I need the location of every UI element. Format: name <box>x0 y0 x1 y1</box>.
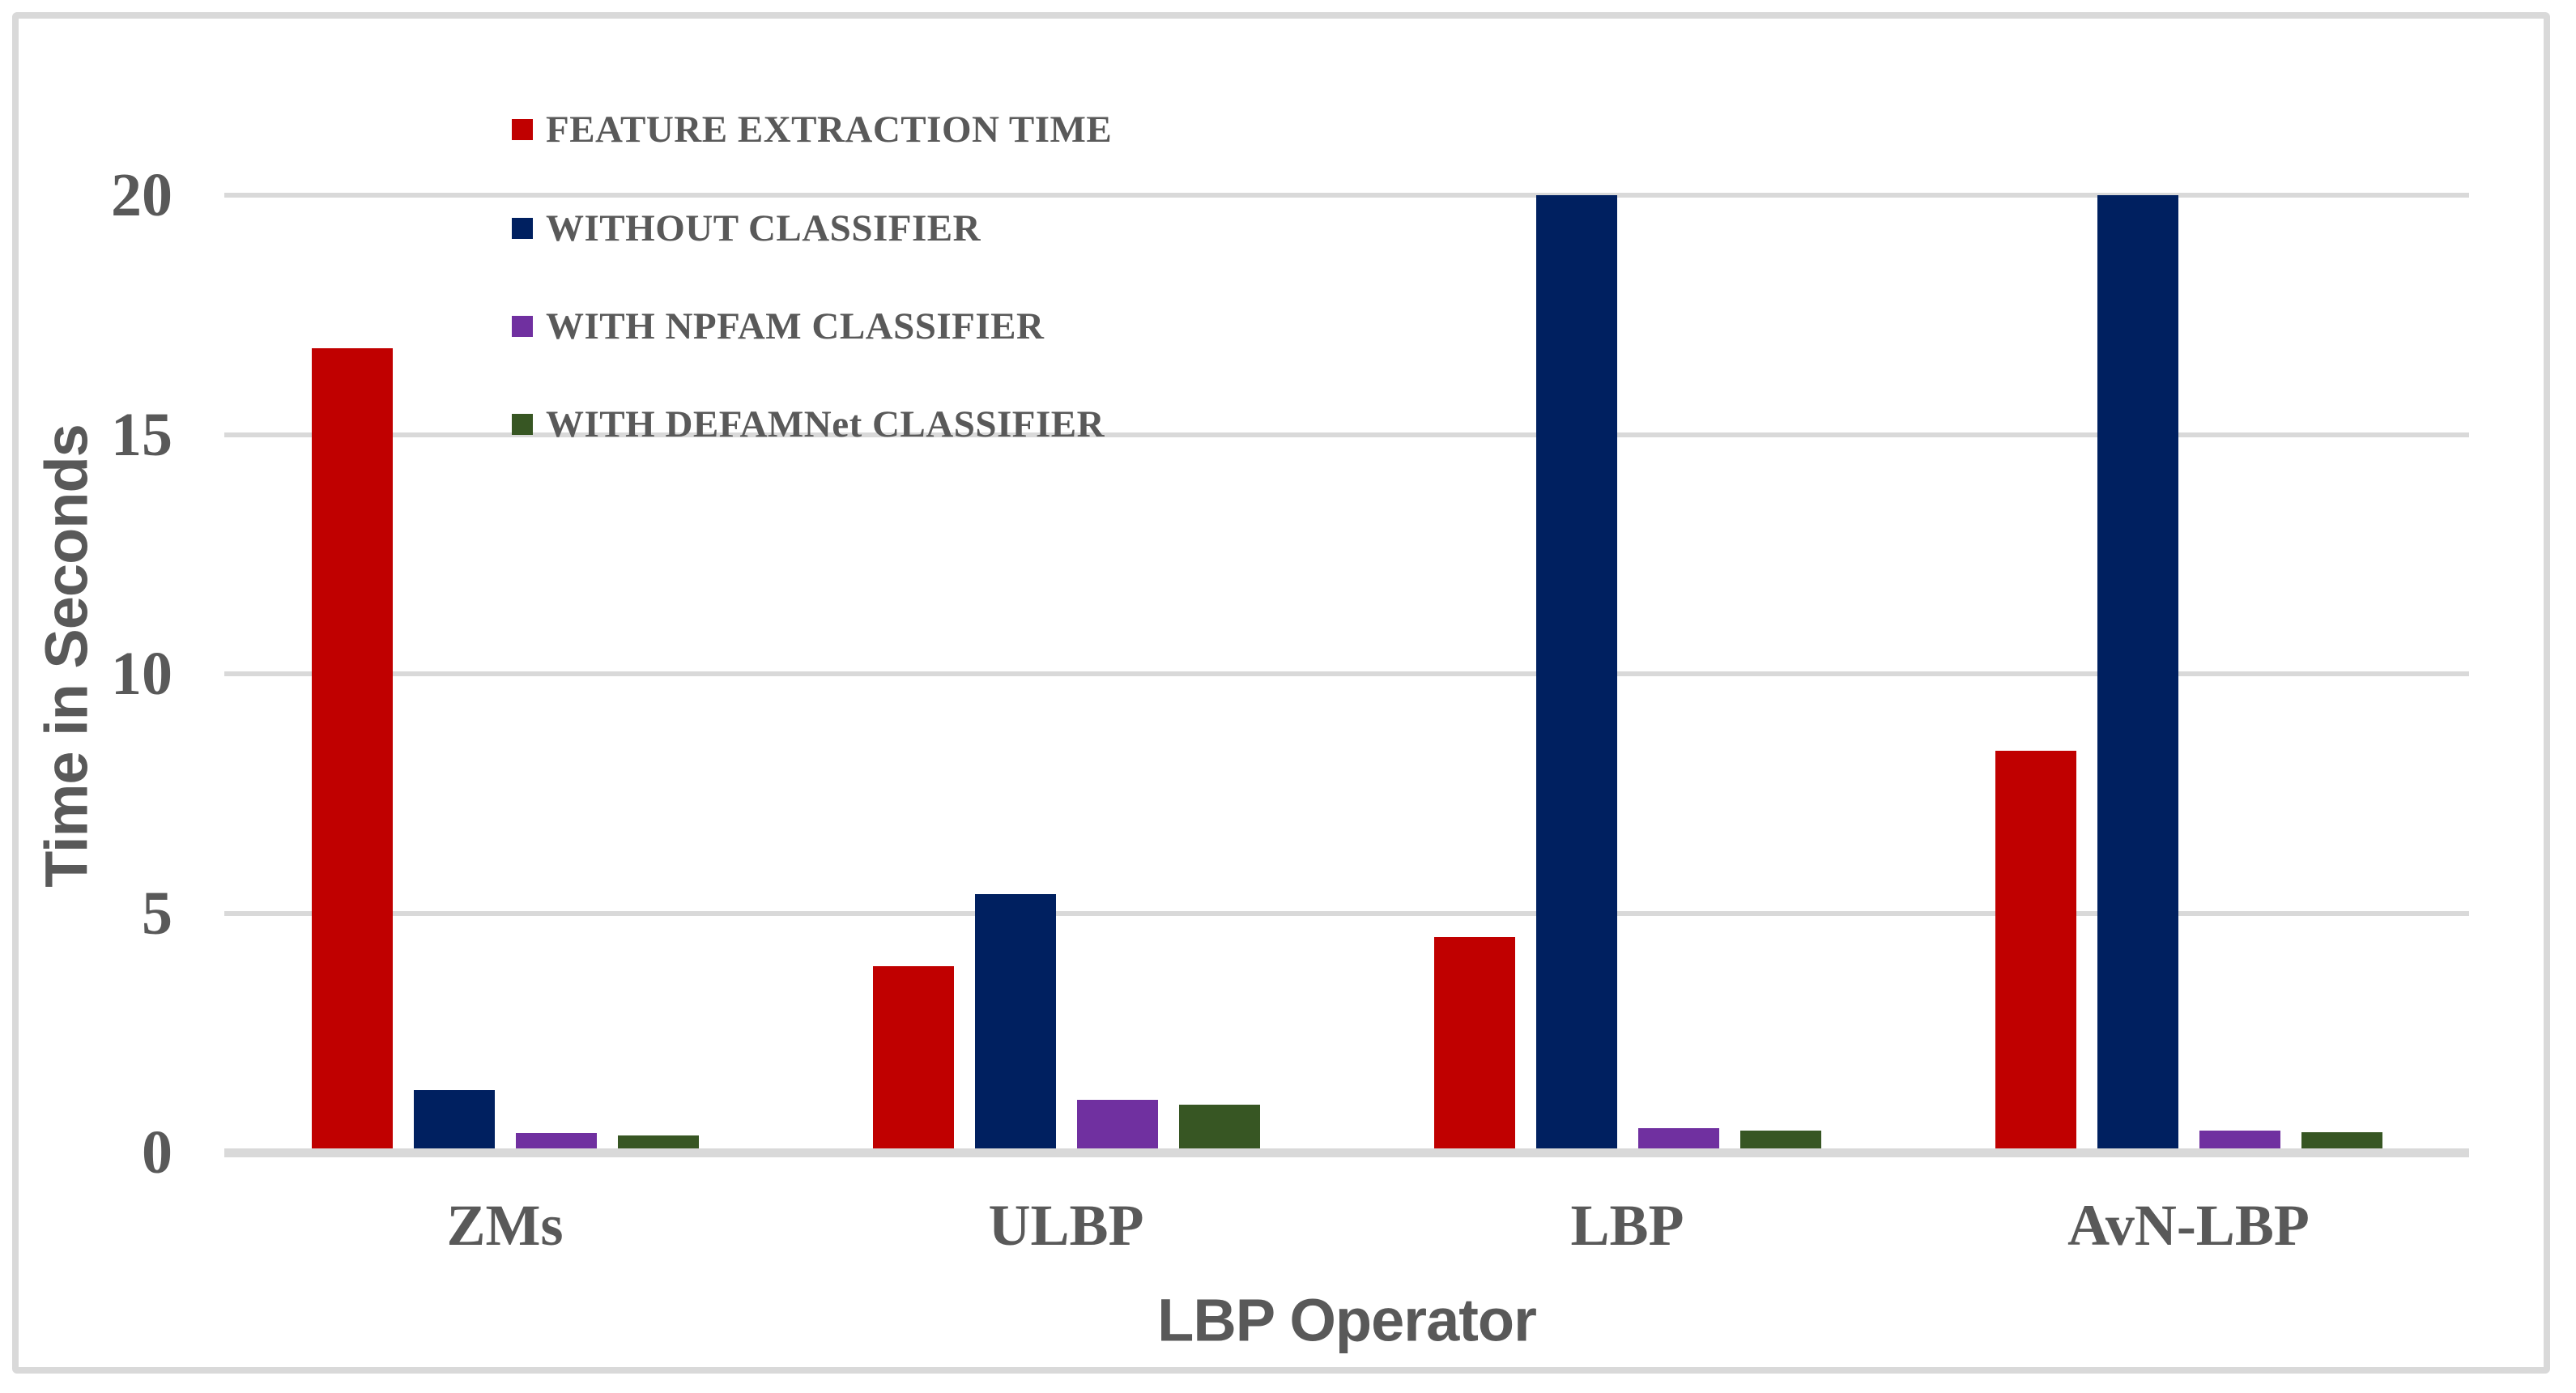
bar-AvN-LBP-series-1 <box>1995 750 2076 1151</box>
legend-swatch-icon <box>512 119 533 140</box>
y-tick-label-5: 5 <box>142 879 172 948</box>
gridline-15 <box>224 432 2469 437</box>
bar-LBP-series-3 <box>1637 1128 1719 1151</box>
bar-ULBP-series-1 <box>872 965 954 1151</box>
x-axis-line <box>224 1148 2469 1157</box>
y-tick-label-15: 15 <box>111 400 172 469</box>
bar-LBP-series-1 <box>1433 937 1515 1151</box>
legend-item-1: FEATURE EXTRACTION TIME <box>512 110 1112 149</box>
bar-ZMs-series-2 <box>413 1090 495 1151</box>
y-tick-label-20: 20 <box>111 161 172 229</box>
bar-ULBP-series-4 <box>1178 1104 1260 1151</box>
bar-ULBP-series-3 <box>1076 1099 1158 1151</box>
legend-item-3: WITH NPFAM CLASSIFIER <box>512 307 1044 346</box>
bar-AvN-LBP-series-3 <box>2199 1131 2280 1151</box>
legend-label: FEATURE EXTRACTION TIME <box>546 108 1113 151</box>
bar-AvN-LBP-series-2 <box>2097 195 2178 1151</box>
legend-item-4: WITH DEFAMNet CLASSIFIER <box>512 405 1105 444</box>
y-axis-title: Time in Seconds <box>32 424 100 888</box>
gridline-10 <box>224 671 2469 676</box>
bar-LBP-series-2 <box>1535 195 1617 1151</box>
legend-label: WITH NPFAM CLASSIFIER <box>546 305 1045 347</box>
legend-swatch-icon <box>512 316 533 337</box>
category-label-ZMs: ZMs <box>446 1193 564 1258</box>
bar-AvN-LBP-series-4 <box>2301 1132 2382 1151</box>
bar-ZMs-series-3 <box>515 1133 597 1151</box>
legend-label: WITHOUT CLASSIFIER <box>546 207 981 249</box>
x-axis-title: LBP Operator <box>1157 1286 1537 1354</box>
legend-label: WITH DEFAMNet CLASSIFIER <box>546 403 1105 445</box>
category-label-LBP: LBP <box>1570 1193 1684 1258</box>
y-tick-label-10: 10 <box>111 640 172 708</box>
legend-swatch-icon <box>512 414 533 435</box>
legend-item-2: WITHOUT CLASSIFIER <box>512 209 981 248</box>
bar-LBP-series-4 <box>1739 1130 1821 1151</box>
legend-swatch-icon <box>512 218 533 239</box>
chart-border-frame <box>12 12 2550 1374</box>
category-label-ULBP: ULBP <box>988 1193 1144 1258</box>
gridline-5 <box>224 910 2469 916</box>
bar-ZMs-series-1 <box>311 348 393 1151</box>
bar-ULBP-series-2 <box>974 893 1056 1151</box>
gridline-20 <box>224 193 2469 198</box>
y-tick-label-0: 0 <box>142 1118 172 1186</box>
category-label-AvN-LBP: AvN-LBP <box>2067 1193 2310 1258</box>
bar-ZMs-series-4 <box>617 1135 699 1151</box>
